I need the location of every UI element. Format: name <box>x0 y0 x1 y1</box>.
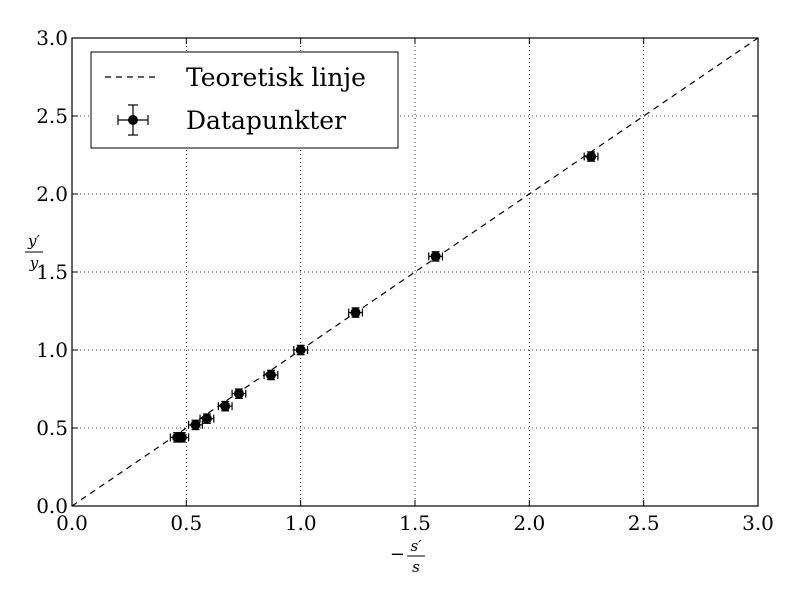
legend-label-data-points: Datapunkter <box>186 106 346 135</box>
y-axis-label-denominator: y <box>29 254 39 272</box>
x-axis-label-prefix: − <box>390 544 405 565</box>
legend-errorbar-symbol <box>117 104 149 136</box>
x-axis-ticks: 0.0 0.5 1.0 1.5 2.0 2.5 3.0 <box>56 38 774 535</box>
x-tick-label: 0.0 <box>56 511 88 535</box>
data-point <box>263 369 279 381</box>
data-point-marker <box>586 151 597 162</box>
data-point <box>583 151 599 162</box>
x-tick-label: 2.0 <box>513 511 545 535</box>
data-point-marker <box>220 401 231 412</box>
legend-label-theoretical-line: Teoretisk linje <box>186 63 366 92</box>
x-tick-label: 1.0 <box>285 511 317 535</box>
x-tick-label: 1.5 <box>399 511 431 535</box>
y-tick-label: 0.5 <box>36 416 68 440</box>
y-tick-label: 0.0 <box>36 494 68 518</box>
data-point <box>199 413 215 424</box>
data-point-marker <box>190 419 201 430</box>
data-point <box>188 419 203 431</box>
x-axis-label-numerator: s′ <box>410 537 422 555</box>
data-point-marker <box>265 369 276 380</box>
legend: Teoretisk linje Datapunkter <box>90 51 399 149</box>
y-tick-label: 3.0 <box>36 26 68 50</box>
x-tick-label: 3.0 <box>742 511 774 535</box>
data-point-marker <box>233 388 244 399</box>
x-tick-label: 2.5 <box>628 511 660 535</box>
y-tick-label: 2.0 <box>36 182 68 206</box>
data-point-marker <box>176 432 187 443</box>
y-axis-label: y′ y <box>25 232 43 272</box>
data-point <box>217 400 233 412</box>
y-axis-ticks: 0.0 0.5 1.0 1.5 2.0 2.5 3.0 <box>36 26 758 518</box>
data-point <box>293 344 309 356</box>
data-point-marker <box>430 251 441 262</box>
legend-box <box>90 51 399 149</box>
data-point <box>174 432 190 443</box>
y-tick-label: 1.0 <box>36 338 68 362</box>
data-point-marker <box>201 413 212 424</box>
data-points <box>169 151 599 443</box>
data-point <box>348 307 364 318</box>
y-tick-label: 1.5 <box>36 260 68 284</box>
x-tick-label: 0.5 <box>170 511 202 535</box>
x-axis-label-denominator: s <box>412 558 420 576</box>
y-axis-label-numerator: y′ <box>27 232 40 250</box>
y-tick-label: 2.5 <box>36 104 68 128</box>
data-point <box>428 251 444 262</box>
data-point <box>231 388 247 399</box>
data-point-marker <box>350 307 361 318</box>
x-axis-label: − s′ s <box>390 537 425 576</box>
data-point-marker <box>295 345 306 355</box>
